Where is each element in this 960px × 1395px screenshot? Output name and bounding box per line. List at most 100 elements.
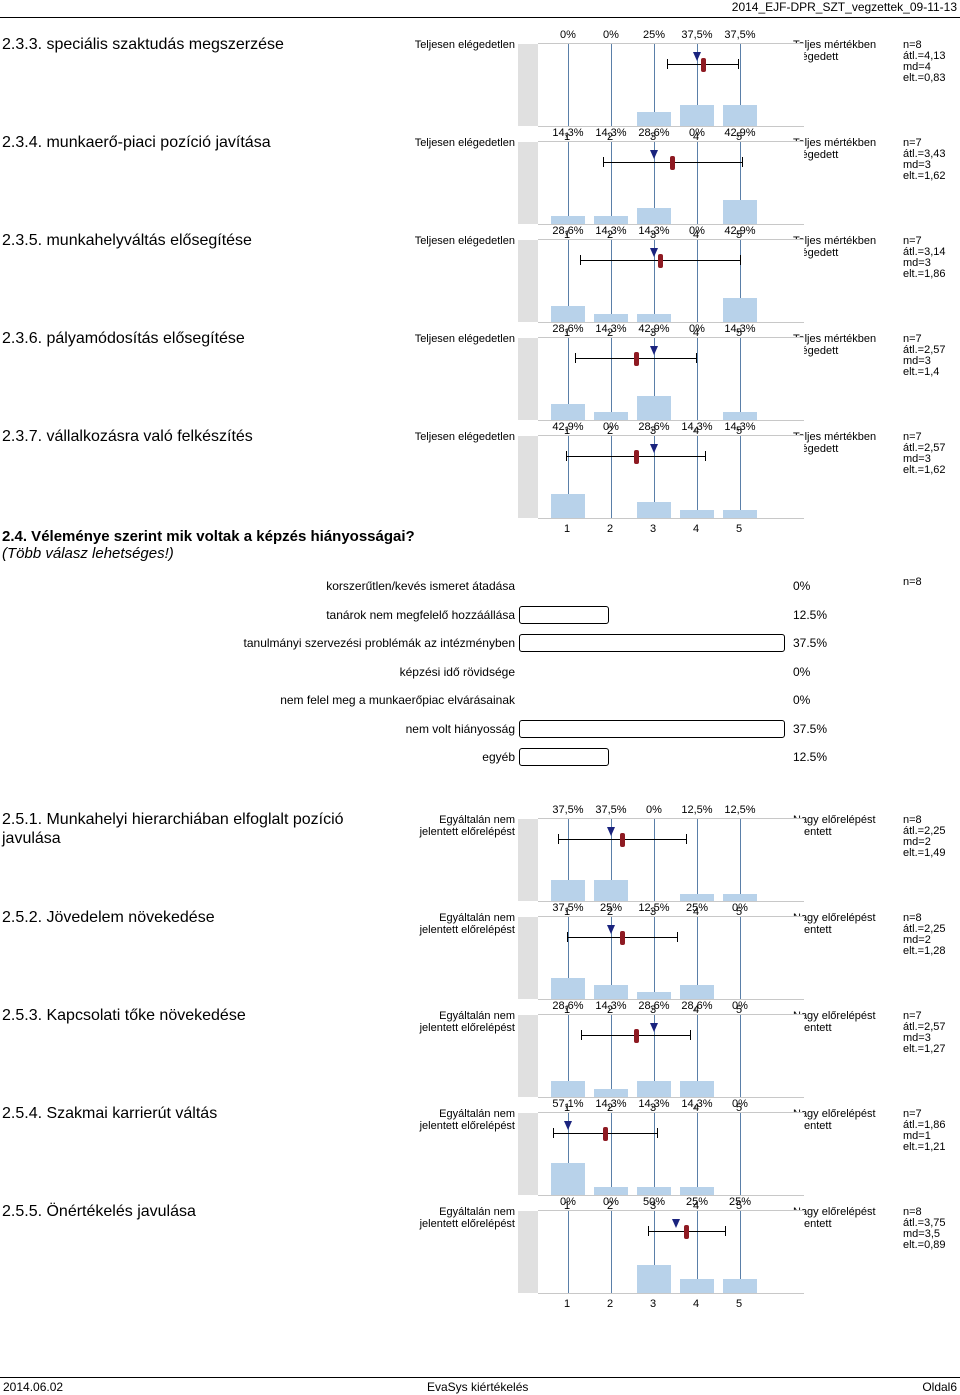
hist-left-box <box>518 1015 538 1097</box>
scale-number: 2 <box>607 229 614 241</box>
grid-line <box>697 1113 698 1195</box>
deviation-tick-low <box>647 1226 649 1236</box>
option-bar-track <box>519 691 789 709</box>
bar <box>680 510 714 518</box>
hist-left-box <box>518 240 538 322</box>
stat-line: átl.=4,13 <box>903 50 946 62</box>
mean-marker <box>633 450 639 464</box>
histogram <box>538 141 804 225</box>
scale-number: 2 <box>607 327 614 339</box>
option-bar-track <box>519 577 789 595</box>
header-rule <box>0 17 960 18</box>
percent-label: 25% <box>599 902 623 914</box>
stat-line: átl.=2,57 <box>903 344 946 356</box>
stat-line: átl.=3,75 <box>903 1217 946 1229</box>
scale-number: 2 <box>607 1102 614 1114</box>
section-title: 2.4. Véleménye szerint mik voltak a képz… <box>2 528 415 545</box>
mean-marker <box>700 58 706 72</box>
scale-number: 5 <box>736 1102 743 1114</box>
bar <box>551 216 585 224</box>
stat-line: átl.=2,25 <box>903 825 946 837</box>
median-marker <box>693 52 701 61</box>
median-marker <box>650 248 658 257</box>
percent-label: 28,6% <box>638 127 670 139</box>
histogram <box>538 1112 804 1196</box>
stat-line: n=7 <box>903 1108 922 1120</box>
grid-line <box>568 338 569 420</box>
bar <box>723 510 757 518</box>
deviation-tick-high <box>742 157 744 167</box>
grid-line <box>740 44 741 126</box>
right-scale-label: Nagy előrelépést jelentett <box>793 1010 876 1034</box>
scale-number: 1 <box>564 425 571 437</box>
hist-left-box <box>518 142 538 224</box>
scale-number: 5 <box>736 906 743 918</box>
bar <box>680 1187 714 1195</box>
percent-label: 12,5% <box>638 902 670 914</box>
percent-label: 42,9% <box>724 225 756 237</box>
left-scale-label: Teljesen elégedetlen <box>414 235 515 247</box>
left-scale-label: Teljesen elégedetlen <box>414 431 515 443</box>
multi-n: n=8 <box>903 576 922 588</box>
mean-marker <box>658 254 664 268</box>
bar <box>680 894 714 901</box>
grid-line <box>568 240 569 322</box>
median-marker <box>650 150 658 159</box>
scale-number: 2 <box>607 131 614 143</box>
percent-label: 0% <box>689 225 705 237</box>
percent-label: 28,6% <box>638 421 670 433</box>
scale-number: 1 <box>564 229 571 241</box>
hist-left-box <box>518 436 538 518</box>
stat-line: md=3 <box>903 453 931 465</box>
header-title: 2014_EJF-DPR_SZT_vegzettek_09-11-13 <box>731 0 957 14</box>
mean-marker <box>670 156 676 170</box>
bar <box>594 1089 628 1097</box>
bar <box>680 105 714 126</box>
grid-line <box>654 338 655 420</box>
grid-line <box>697 917 698 999</box>
percent-label: 50% <box>642 1196 666 1208</box>
hist-left-box <box>518 819 538 901</box>
mean-marker <box>602 1127 608 1141</box>
stat-line: n=8 <box>903 912 922 924</box>
stat-line: n=7 <box>903 431 922 443</box>
bar <box>594 880 628 901</box>
left-scale-label: Egyáltalán nem jelentett előrelépést <box>419 1206 515 1230</box>
percent-label: 14,3% <box>595 127 627 139</box>
scale-number: 3 <box>650 906 657 918</box>
median-marker <box>607 925 615 934</box>
bar <box>551 403 585 420</box>
grid-line <box>740 240 741 322</box>
option-bar-fill <box>519 748 609 766</box>
percent-label: 14,3% <box>724 421 756 433</box>
grid-line <box>654 819 655 901</box>
grid-line <box>611 917 612 999</box>
stat-line: átl.=3,43 <box>903 148 946 160</box>
scale-number: 2 <box>607 523 614 535</box>
option-label: egyéb <box>482 750 515 764</box>
bar <box>551 305 585 322</box>
question-title: 2.3.5. munkahelyváltás elősegítése <box>2 232 252 249</box>
mean-marker <box>633 352 639 366</box>
scale-number: 4 <box>693 523 700 535</box>
scale-number: 3 <box>650 327 657 339</box>
option-label: tanárok nem megfelelő hozzáállása <box>326 607 515 622</box>
question-title: 2.5.5. Önértékelés javulása <box>2 1203 196 1220</box>
percent-label: 37,5% <box>595 804 627 816</box>
question-title: 2.5.1. Munkahelyi hierarchiában elfoglal… <box>2 811 344 847</box>
stat-line: elt.=1,4 <box>903 366 940 378</box>
grid-line <box>611 436 612 518</box>
scale-number: 5 <box>736 1004 743 1016</box>
stat-line: elt.=1,86 <box>903 268 946 280</box>
percent-label: 0% <box>732 1098 748 1110</box>
grid-line <box>654 240 655 322</box>
scale-number: 1 <box>564 523 571 535</box>
deviation-tick-low <box>580 255 582 265</box>
scale-number: 3 <box>650 1004 657 1016</box>
option-bar-fill <box>519 605 609 624</box>
stat-line: n=7 <box>903 137 922 149</box>
deviation-tick-low <box>565 451 567 461</box>
percent-label: 14,3% <box>681 1098 713 1110</box>
grid-line <box>697 240 698 322</box>
percent-label: 0% <box>732 902 748 914</box>
